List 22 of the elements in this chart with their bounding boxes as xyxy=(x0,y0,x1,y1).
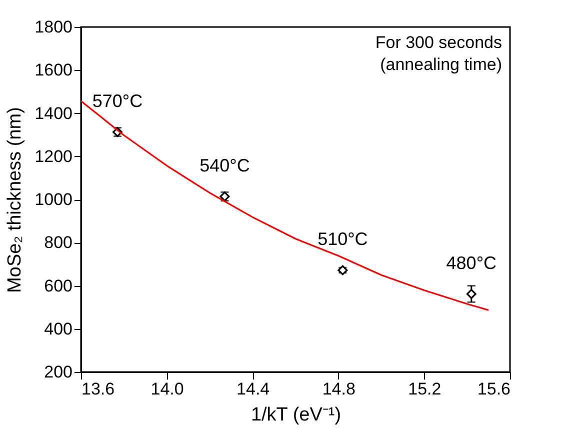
y-tick-label: 600 xyxy=(44,276,72,296)
annotation: For 300 seconds (annealing time) xyxy=(375,33,502,74)
y-tick-label: 1600 xyxy=(34,60,72,80)
y-tick-label: 200 xyxy=(44,362,72,382)
annotation: 540°C xyxy=(200,155,250,176)
annotation: 480°C xyxy=(446,252,497,273)
y-tick-label: 1200 xyxy=(34,146,72,166)
x-tick-label: 14.0 xyxy=(150,380,184,398)
annotation: 510°C xyxy=(318,229,368,250)
annotation: 570°C xyxy=(92,91,143,112)
y-tick-label: 400 xyxy=(44,319,72,338)
y-tick-label: 1400 xyxy=(34,104,72,123)
y-tick-label: 1000 xyxy=(34,190,72,209)
x-tick-label: 14.4 xyxy=(236,380,270,398)
x-tick-label: 13.6 xyxy=(82,380,115,398)
y-axis-title: MoSe₂ thickness (nm) xyxy=(4,107,26,293)
x-axis-title: 1/kT (eV⁻¹) xyxy=(250,404,342,426)
x-tick-label: 14.8 xyxy=(322,380,356,398)
x-tick-label: 15.6 xyxy=(477,380,510,398)
x-tick-label: 15.2 xyxy=(408,380,442,398)
y-tick-label: 800 xyxy=(44,233,72,252)
y-tick-label: 1800 xyxy=(34,18,72,36)
